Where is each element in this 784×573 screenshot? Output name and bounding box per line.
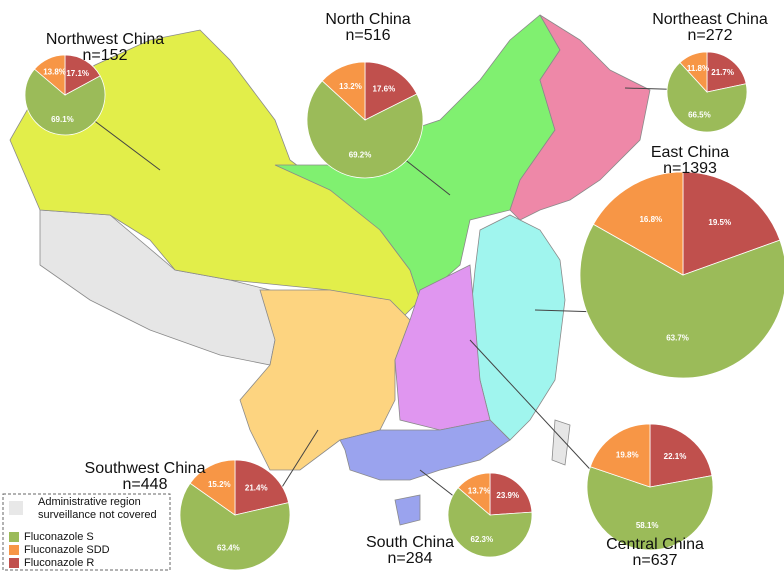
region-count: n=152 bbox=[83, 47, 128, 64]
legend-swatch bbox=[9, 545, 19, 555]
slice-label: 19.8% bbox=[616, 450, 639, 459]
region-name: North China bbox=[325, 11, 410, 28]
region-count: n=516 bbox=[346, 27, 391, 44]
pie: 19.5% 63.7% 16.8% bbox=[579, 171, 784, 379]
pie-slice bbox=[457, 472, 491, 516]
slice-label: 13.2% bbox=[339, 82, 362, 91]
slice-label: 69.2% bbox=[349, 151, 372, 160]
region-count: n=637 bbox=[633, 552, 678, 569]
slice-label: 69.1% bbox=[51, 115, 74, 124]
legend-label: Administrative region bbox=[38, 496, 141, 508]
region-count: n=448 bbox=[123, 476, 168, 493]
pie-slice bbox=[364, 61, 418, 121]
region-south bbox=[339, 419, 511, 481]
slice-label: 11.8% bbox=[687, 64, 709, 73]
legend-label: Fluconazole R bbox=[24, 557, 94, 569]
pie-slice bbox=[592, 171, 684, 276]
slice-label: 66.5% bbox=[688, 111, 711, 120]
region-name: Southwest China bbox=[85, 460, 206, 477]
pie: 21.4% 63.4% 15.2% bbox=[179, 459, 291, 571]
slice-label: 17.1% bbox=[66, 69, 89, 78]
slice-label: 16.8% bbox=[639, 215, 662, 224]
pie: 22.1% 58.1% 19.8% bbox=[586, 423, 714, 551]
pie: 17.6% 69.2% 13.2% bbox=[306, 61, 424, 179]
region-name: East China bbox=[651, 144, 729, 161]
pie: 23.9% 62.3% 13.7% bbox=[447, 472, 533, 558]
china-map bbox=[9, 14, 651, 526]
pie-slice bbox=[666, 61, 748, 133]
slice-label: 21.4% bbox=[245, 483, 268, 492]
region-name: South China bbox=[366, 534, 454, 551]
region-northeast bbox=[509, 14, 651, 221]
pie-slice bbox=[306, 80, 424, 179]
legend-label: Fluconazole S bbox=[24, 531, 94, 543]
legend: Administrative region surveillance not c… bbox=[2, 493, 171, 571]
leader-line bbox=[469, 339, 601, 481]
pie-slice bbox=[682, 171, 781, 276]
region-name: Central China bbox=[606, 536, 704, 553]
region-count: n=1393 bbox=[663, 160, 717, 177]
pie-slice bbox=[321, 61, 366, 121]
pie-slice bbox=[489, 472, 533, 516]
pie-slice bbox=[679, 51, 708, 94]
pie-slice bbox=[24, 68, 106, 136]
region-name: Northwest China bbox=[46, 31, 164, 48]
slice-label: 21.7% bbox=[711, 68, 734, 77]
pie-slice bbox=[589, 423, 651, 488]
pie-slice bbox=[447, 487, 533, 558]
island-taiwan bbox=[551, 419, 571, 466]
pie-slice bbox=[33, 54, 66, 96]
legend-label: Fluconazole SDD bbox=[24, 544, 110, 556]
legend-swatch bbox=[9, 558, 19, 568]
region-count: n=284 bbox=[388, 550, 433, 567]
pie-slice bbox=[706, 51, 747, 93]
legend-swatch bbox=[9, 532, 19, 542]
slice-label: 58.1% bbox=[636, 521, 659, 530]
slice-label: 22.1% bbox=[664, 452, 687, 461]
legend-label: surveillance not covered bbox=[38, 509, 157, 521]
slice-label: 13.7% bbox=[468, 486, 491, 495]
pie-slice bbox=[179, 482, 291, 571]
island-hainan bbox=[394, 494, 421, 526]
legend-box bbox=[2, 493, 171, 571]
slice-label: 15.2% bbox=[208, 480, 231, 489]
slice-label: 23.9% bbox=[496, 491, 519, 500]
region-count: n=272 bbox=[688, 27, 733, 44]
pie: 17.1% 69.1% 13.8% bbox=[24, 54, 106, 136]
legend-swatch bbox=[9, 501, 23, 515]
pie-slice bbox=[234, 459, 290, 516]
slice-label: 63.4% bbox=[217, 544, 240, 553]
slice-label: 62.3% bbox=[470, 535, 493, 544]
pie-slice bbox=[189, 459, 236, 516]
slice-label: 19.5% bbox=[708, 218, 731, 227]
pie-slice bbox=[586, 466, 714, 551]
slice-label: 17.6% bbox=[373, 85, 396, 94]
slice-label: 63.7% bbox=[666, 334, 689, 343]
pie: 21.7% 66.5% 11.8% bbox=[666, 51, 748, 133]
pie-slice bbox=[64, 54, 101, 96]
slice-label: 13.8% bbox=[43, 68, 66, 77]
pie-slice bbox=[649, 423, 713, 488]
region-name: Northeast China bbox=[652, 11, 768, 28]
